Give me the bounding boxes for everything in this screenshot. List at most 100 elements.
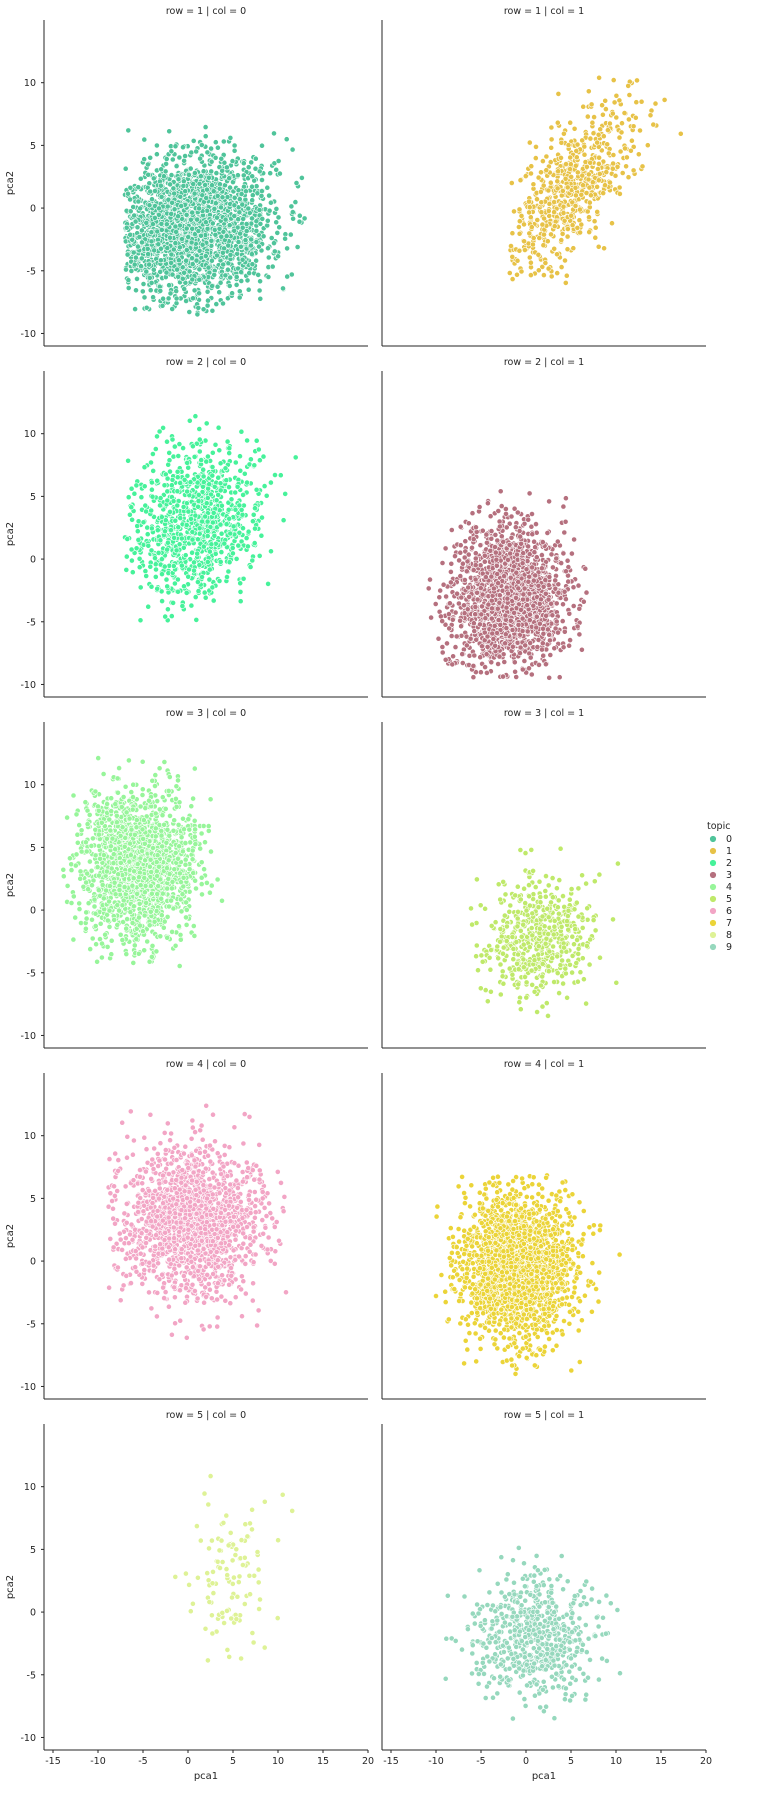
scatter-point: [511, 208, 517, 215]
scatter-point: [594, 208, 601, 215]
scatter-point: [183, 225, 190, 232]
scatter-point: [163, 160, 169, 167]
scatter-point: [572, 202, 579, 209]
scatter-point: [580, 103, 587, 110]
scatter-point: [488, 659, 495, 666]
scatter-point: [630, 123, 637, 130]
scatter-point: [227, 251, 234, 258]
scatter-point: [625, 83, 632, 89]
scatter-point: [566, 642, 572, 649]
scatter-point: [232, 489, 239, 496]
scatter-point: [251, 462, 258, 469]
scatter-point: [455, 600, 462, 607]
scatter-point: [277, 472, 284, 479]
scatter-point: [234, 172, 241, 179]
scatter-point: [249, 192, 256, 199]
scatter-point: [554, 119, 561, 126]
scatter-point: [528, 163, 535, 170]
scatter-point: [195, 304, 202, 311]
scatter-point: [197, 155, 203, 162]
scatter-point: [610, 152, 617, 158]
scatter-point: [573, 148, 580, 154]
scatter-point: [243, 228, 250, 234]
scatter-point: [564, 246, 571, 253]
scatter-point: [626, 92, 633, 98]
scatter-point: [448, 633, 455, 639]
scatter-point: [169, 306, 176, 312]
scatter-point: [258, 192, 265, 199]
scatter-point: [186, 566, 192, 573]
y-tick-label: -10: [20, 329, 36, 340]
scatter-point: [204, 518, 211, 525]
scatter-point: [516, 218, 523, 225]
scatter-point: [205, 174, 212, 181]
facet-row1-col1: row = 1 | col = 1: [381, 6, 706, 347]
scatter-point: [202, 594, 209, 601]
scatter-point: [206, 576, 213, 583]
scatter-point: [175, 453, 182, 459]
scatter-point: [558, 139, 565, 146]
scatter-point: [131, 261, 138, 268]
scatter-point: [573, 192, 579, 199]
scatter-point: [195, 228, 202, 234]
scatter-point: [545, 265, 552, 272]
scatter-point: [183, 522, 190, 528]
scatter-point: [522, 247, 528, 253]
scatter-point: [238, 191, 245, 197]
scatter-point: [271, 240, 277, 246]
scatter-point: [526, 230, 533, 237]
scatter-point: [204, 149, 211, 156]
scatter-point: [239, 201, 246, 208]
scatter-point: [202, 124, 209, 130]
scatter-point: [158, 220, 165, 227]
scatter-point: [168, 259, 174, 266]
scatter-point: [222, 272, 229, 279]
y-axis-label: pca2: [5, 171, 16, 195]
scatter-point: [548, 144, 555, 151]
scatter-point: [229, 550, 236, 557]
scatter-point: [565, 142, 572, 148]
scatter-point: [237, 453, 243, 460]
scatter-point: [563, 161, 569, 167]
scatter-point: [170, 453, 177, 460]
scatter-point: [161, 482, 168, 489]
scatter-point: [138, 494, 145, 501]
scatter-point: [253, 437, 260, 444]
scatter-point: [196, 448, 203, 455]
scatter-point: [243, 221, 250, 227]
scatter-point: [137, 617, 144, 624]
scatter-point: [560, 203, 567, 210]
scatter-point: [213, 301, 220, 307]
scatter-point: [236, 209, 243, 216]
scatter-point: [521, 238, 527, 245]
scatter-point: [458, 632, 465, 639]
scatter-point: [246, 270, 253, 276]
scatter-point: [248, 242, 254, 249]
scatter-point: [275, 253, 281, 260]
scatter-point: [251, 540, 258, 546]
scatter-point: [237, 230, 243, 237]
scatter-point: [427, 576, 433, 583]
scatter-point: [564, 184, 571, 191]
scatter-point: [444, 640, 450, 647]
scatter-point: [586, 229, 593, 235]
scatter-point: [247, 564, 254, 570]
scatter-point: [661, 97, 668, 103]
scatter-point: [516, 247, 523, 254]
scatter-point: [271, 248, 278, 255]
scatter-point: [229, 158, 236, 164]
scatter-point: [159, 571, 165, 577]
scatter-point: [198, 142, 205, 148]
scatter-point: [221, 540, 228, 547]
scatter-point: [231, 213, 238, 219]
scatter-point: [237, 467, 244, 474]
scatter-point: [272, 472, 278, 478]
scatter-point: [602, 182, 608, 189]
scatter-point: [509, 230, 516, 237]
scatter-point: [145, 603, 152, 610]
scatter-points: [425, 488, 590, 681]
scatter-point: [148, 547, 155, 554]
scatter-point: [282, 235, 288, 242]
scatter-point: [275, 214, 282, 221]
scatter-point: [206, 548, 213, 555]
